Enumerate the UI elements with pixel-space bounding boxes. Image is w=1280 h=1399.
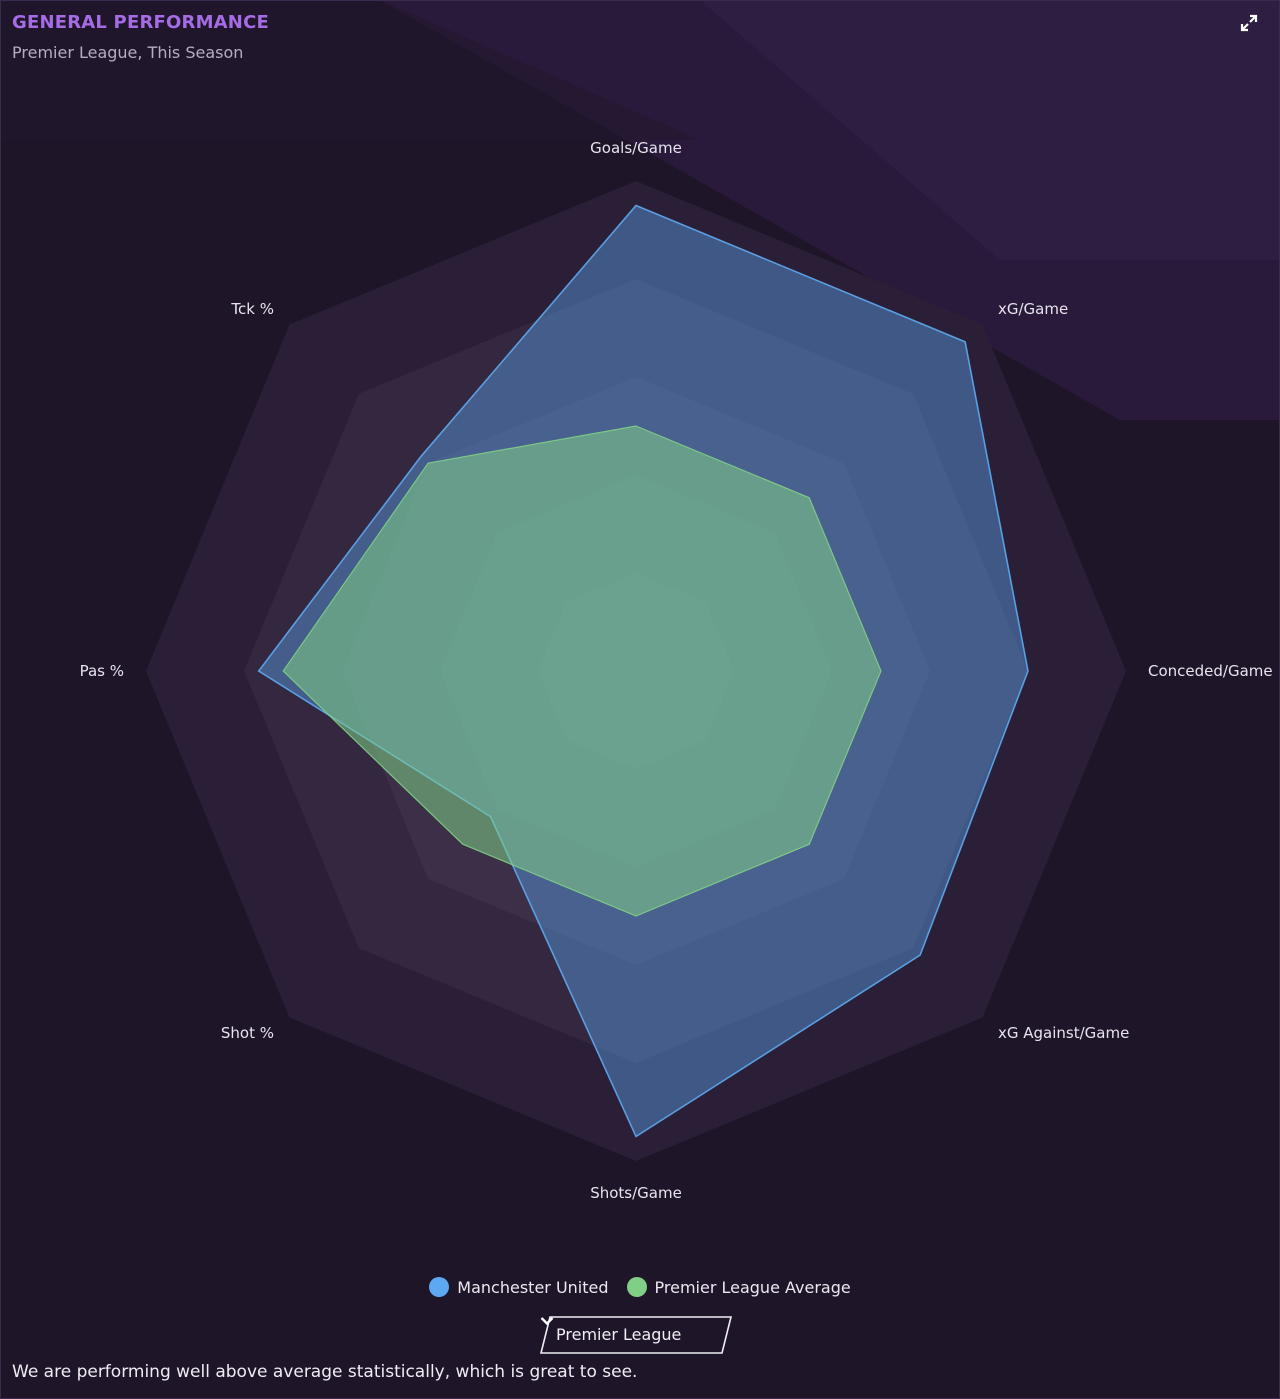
legend-item-team: Manchester United bbox=[429, 1277, 609, 1297]
legend-item-average: Premier League Average bbox=[626, 1277, 851, 1297]
chart-legend: Manchester United Premier League Average bbox=[0, 1277, 1280, 1297]
legend-dot-team bbox=[429, 1277, 450, 1297]
panel-subtitle: Premier League, This Season bbox=[12, 43, 244, 62]
radar-series-average bbox=[282, 425, 882, 917]
legend-label-team: Manchester United bbox=[457, 1277, 609, 1297]
panel-title: GENERAL PERFORMANCE bbox=[12, 12, 269, 33]
axis-label-shot: Shot % bbox=[221, 1024, 274, 1042]
competition-dropdown[interactable]: Premier League bbox=[540, 1316, 732, 1354]
axis-label-shots-game: Shots/Game bbox=[590, 1184, 682, 1202]
chevron-down-icon bbox=[540, 1317, 554, 1326]
legend-label-average: Premier League Average bbox=[654, 1277, 851, 1297]
axis-label-tck: Tck % bbox=[230, 300, 274, 318]
expand-icon[interactable] bbox=[1240, 14, 1258, 32]
radar-axis-labels: Goals/Game xG/Game Conceded/Game xG Against… bbox=[80, 139, 1273, 1202]
axis-label-goals-game: Goals/Game bbox=[590, 139, 682, 157]
dropdown-frame bbox=[540, 1316, 732, 1354]
axis-label-pas: Pas % bbox=[80, 662, 124, 680]
radar-series bbox=[257, 204, 1029, 1138]
axis-label-conceded-game: Conceded/Game bbox=[1148, 662, 1273, 680]
axis-label-xg-against-game: xG Against/Game bbox=[998, 1024, 1129, 1042]
performance-summary: We are performing well above average sta… bbox=[12, 1362, 638, 1382]
legend-dot-average bbox=[626, 1277, 647, 1297]
dropdown-selected-label: Premier League bbox=[556, 1325, 682, 1344]
axis-label-xg-game: xG/Game bbox=[998, 300, 1068, 318]
